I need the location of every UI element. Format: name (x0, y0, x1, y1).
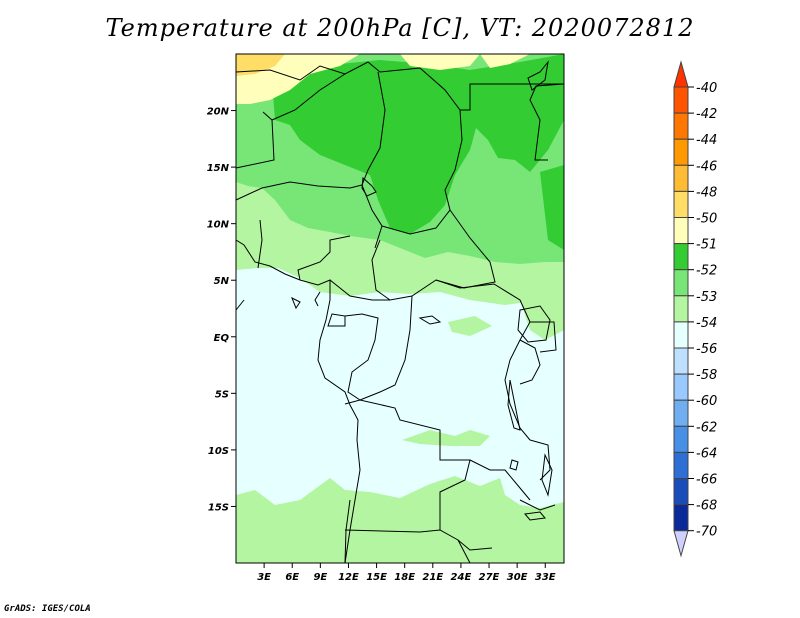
legend-swatch (673, 321, 689, 349)
legend-swatch (673, 373, 689, 401)
legend-label: -48 (696, 185, 717, 200)
lon-label: 27E (479, 572, 500, 583)
lon-label: 30E (507, 572, 528, 583)
contour-patch-light-green-east (520, 295, 564, 340)
country-borders (235, 61, 565, 564)
legend-swatch (673, 399, 689, 427)
lat-label: 15S (208, 502, 229, 513)
longitude-axis: 3E 6E 9E 12E 15E 18E 21E 24E 27E 30E 33E (257, 563, 556, 583)
lon-label: 9E (313, 572, 327, 583)
lakes (361, 60, 553, 521)
lat-label: 15N (207, 163, 230, 174)
legend-label: -56 (696, 342, 717, 357)
legend-label: -50 (696, 212, 717, 227)
legend-label: -44 (696, 133, 717, 148)
legend-label: -52 (696, 264, 717, 279)
lon-label: 12E (338, 572, 359, 583)
legend-swatch (673, 269, 689, 297)
lon-label: 6E (285, 572, 299, 583)
contour-patch-light-green-south (236, 476, 564, 563)
legend-label: -66 (696, 473, 717, 488)
lon-label: 33E (535, 572, 556, 583)
lat-label: 10N (207, 220, 230, 231)
legend-label: -62 (696, 420, 717, 435)
legend-label: -70 (696, 525, 717, 540)
map-panel: 20N 15N 10N 5N EQ 5S 10S 15S 3E 6E 9E 12E 15E 18E 21E… (207, 53, 565, 583)
legend-label: -40 (696, 81, 717, 96)
legend-swatch (673, 243, 689, 271)
coastline (235, 239, 361, 564)
legend-swatch (673, 112, 689, 140)
map-frame (235, 53, 565, 564)
contour-patch-pale-yellow-north (400, 54, 480, 70)
lon-label: 15E (366, 572, 387, 583)
lat-label: 10S (208, 446, 229, 457)
lat-label: 20N (207, 107, 230, 118)
contour-patch-pale-yellow-northeast (480, 54, 530, 68)
legend-swatch (673, 295, 689, 323)
legend-swatch (673, 347, 689, 375)
legend-swatch (673, 504, 689, 532)
lon-label: 18E (394, 572, 415, 583)
grads-credit: GrADS: IGES/COLA (4, 604, 91, 614)
legend-label: -53 (696, 290, 717, 305)
lat-label: 5N (214, 276, 230, 287)
lat-label: 5S (215, 389, 229, 400)
legend-label: -58 (696, 368, 717, 383)
lon-label: 21E (422, 572, 443, 583)
contour-patch-light-green-angola (402, 430, 490, 446)
legend-label: -54 (696, 316, 717, 331)
legend-bottom-arrow (673, 530, 689, 558)
legend-swatch (673, 164, 689, 192)
legend-top-arrow (673, 60, 689, 88)
legend-swatch (673, 217, 689, 245)
legend-label: -42 (696, 107, 717, 122)
contour-band-yellow (236, 54, 285, 76)
contour-patch-light-green-central (448, 316, 492, 336)
lon-label: 3E (257, 572, 271, 583)
lon-label: 24E (451, 572, 472, 583)
legend-swatch (673, 86, 689, 114)
legend-swatch (673, 451, 689, 479)
legend-swatch (673, 425, 689, 453)
color-bar-legend: -40 -42 -44 -46 -48 -50 -51 -52 -53 -54 -56 -58 -60 -… (673, 60, 717, 558)
latitude-axis: 20N 15N 10N 5N EQ 5S 10S 15S (207, 107, 236, 513)
contour-band-green (272, 54, 564, 234)
legend-swatch (673, 138, 689, 166)
legend-swatch (673, 478, 689, 506)
legend-label: -64 (696, 446, 717, 461)
lat-label: EQ (214, 333, 230, 344)
legend-label: -51 (696, 238, 717, 253)
map-title: Temperature at 200hPa [C], VT: 202007281… (105, 14, 695, 42)
legend-label: -60 (696, 394, 717, 409)
contour-patch-green-northeast (540, 165, 564, 250)
legend-label: -68 (696, 499, 717, 514)
legend-swatch (673, 190, 689, 218)
legend-label: -46 (696, 159, 717, 174)
